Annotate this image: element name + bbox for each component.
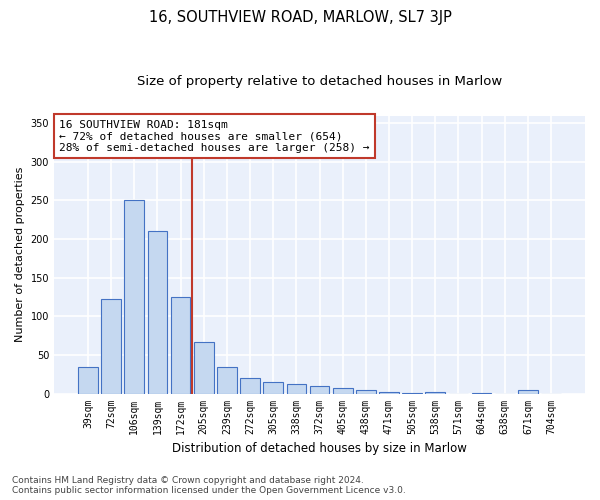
Bar bbox=[287, 384, 306, 394]
Bar bbox=[171, 297, 190, 394]
Bar bbox=[263, 382, 283, 394]
Bar bbox=[217, 366, 237, 394]
Text: Contains HM Land Registry data © Crown copyright and database right 2024.
Contai: Contains HM Land Registry data © Crown c… bbox=[12, 476, 406, 495]
Bar bbox=[402, 393, 422, 394]
Y-axis label: Number of detached properties: Number of detached properties bbox=[15, 167, 25, 342]
Bar bbox=[425, 392, 445, 394]
Bar bbox=[148, 232, 167, 394]
Bar bbox=[124, 200, 144, 394]
Bar bbox=[78, 366, 98, 394]
Bar bbox=[333, 388, 353, 394]
Text: 16 SOUTHVIEW ROAD: 181sqm
← 72% of detached houses are smaller (654)
28% of semi: 16 SOUTHVIEW ROAD: 181sqm ← 72% of detac… bbox=[59, 120, 370, 153]
X-axis label: Distribution of detached houses by size in Marlow: Distribution of detached houses by size … bbox=[172, 442, 467, 455]
Bar bbox=[356, 390, 376, 394]
Text: 16, SOUTHVIEW ROAD, MARLOW, SL7 3JP: 16, SOUTHVIEW ROAD, MARLOW, SL7 3JP bbox=[149, 10, 451, 25]
Bar bbox=[194, 342, 214, 394]
Bar bbox=[240, 378, 260, 394]
Bar bbox=[472, 393, 491, 394]
Bar bbox=[310, 386, 329, 394]
Bar bbox=[518, 390, 538, 394]
Bar bbox=[101, 300, 121, 394]
Title: Size of property relative to detached houses in Marlow: Size of property relative to detached ho… bbox=[137, 75, 502, 88]
Bar bbox=[379, 392, 399, 394]
